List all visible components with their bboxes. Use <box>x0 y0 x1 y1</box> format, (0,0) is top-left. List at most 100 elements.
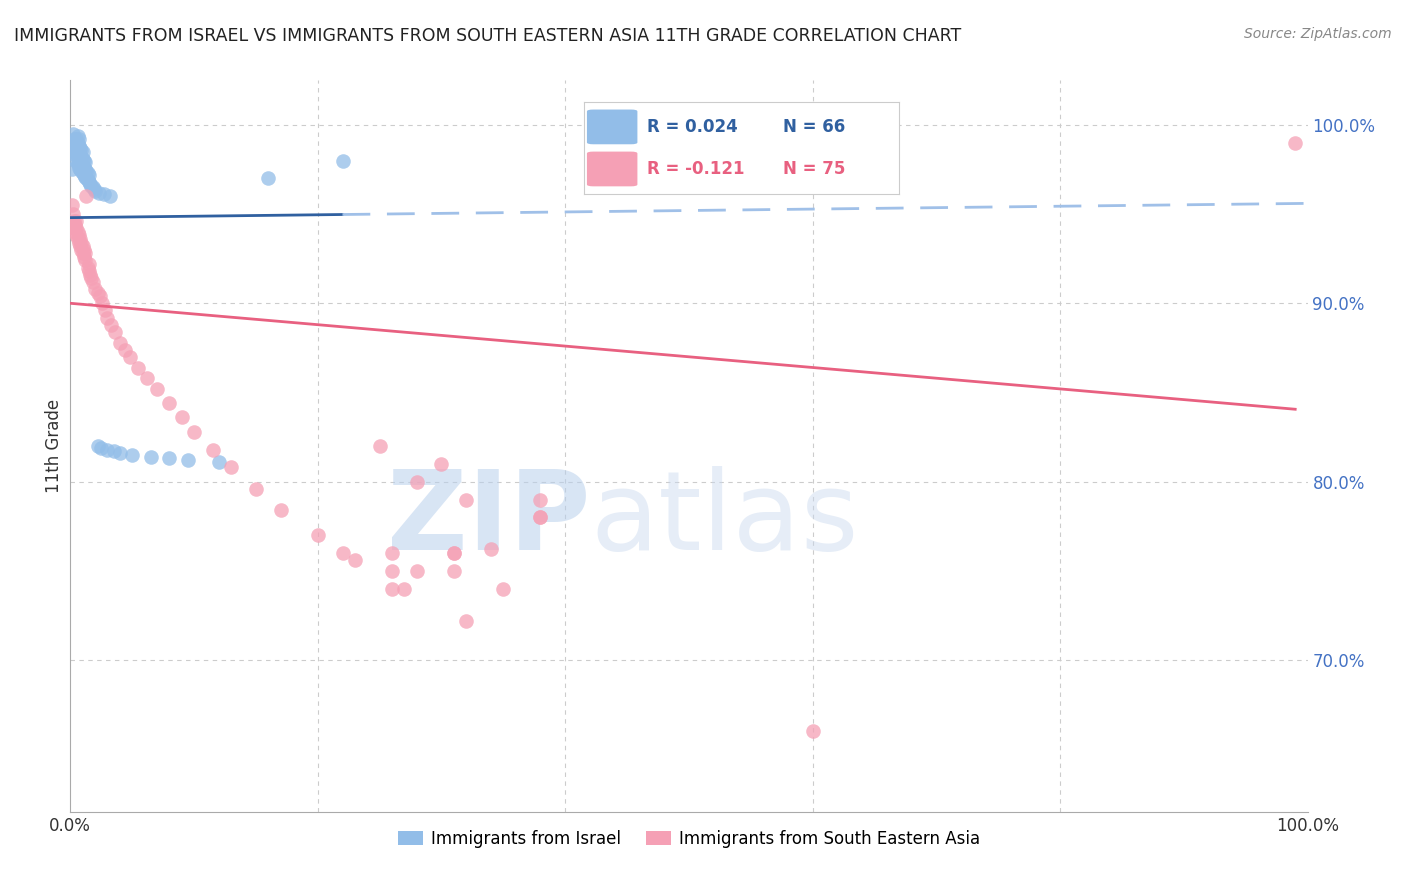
Point <box>67 235 90 250</box>
Point <box>70 164 93 178</box>
Point <box>66 157 89 171</box>
Point <box>69 148 91 162</box>
Point <box>65 146 87 161</box>
Point <box>343 553 366 567</box>
Point <box>93 187 115 202</box>
Point <box>67 161 90 175</box>
Point <box>80 271 103 285</box>
Point <box>381 582 404 596</box>
Point <box>77 175 100 189</box>
Point <box>430 457 453 471</box>
Point <box>170 410 193 425</box>
Point <box>219 460 242 475</box>
Point <box>405 475 427 489</box>
Point <box>65 132 87 146</box>
Point <box>136 371 159 385</box>
Point <box>82 275 104 289</box>
Point <box>84 184 107 198</box>
Point <box>79 268 101 282</box>
Point <box>66 136 89 150</box>
Point <box>146 382 169 396</box>
Point <box>65 148 87 162</box>
Point <box>108 446 131 460</box>
Point <box>75 164 97 178</box>
Point <box>183 425 205 439</box>
Point <box>73 250 96 264</box>
Point <box>82 180 104 194</box>
Point <box>529 492 551 507</box>
Point <box>62 207 84 221</box>
Point <box>65 228 87 243</box>
Point <box>72 246 94 260</box>
Point <box>94 303 117 318</box>
Point <box>70 150 93 164</box>
Point <box>332 546 354 560</box>
Text: atlas: atlas <box>591 466 859 573</box>
Point <box>157 396 180 410</box>
Point <box>65 214 87 228</box>
Point <box>72 159 94 173</box>
Point <box>245 482 267 496</box>
Point <box>67 153 90 168</box>
Point <box>72 152 94 166</box>
Point <box>84 282 107 296</box>
Point <box>65 141 87 155</box>
Text: Source: ZipAtlas.com: Source: ZipAtlas.com <box>1244 27 1392 41</box>
Point <box>801 724 824 739</box>
Point <box>76 166 98 180</box>
Point <box>201 442 224 457</box>
Point <box>65 139 87 153</box>
Point <box>177 453 200 467</box>
Point <box>368 439 391 453</box>
Point <box>270 503 292 517</box>
Point <box>75 162 97 177</box>
Point <box>127 360 149 375</box>
Point <box>492 582 515 596</box>
Point <box>77 264 100 278</box>
Point <box>70 235 93 250</box>
Point <box>77 257 100 271</box>
Point <box>69 141 91 155</box>
Point <box>66 225 89 239</box>
Point <box>90 441 112 455</box>
Point <box>104 325 127 339</box>
Point <box>67 146 90 161</box>
Point <box>73 161 96 175</box>
Point <box>75 169 97 184</box>
Point <box>69 155 91 169</box>
Point <box>62 216 84 230</box>
Point <box>63 139 86 153</box>
Point <box>87 186 110 200</box>
Point <box>307 528 329 542</box>
Point <box>65 225 87 239</box>
Point <box>257 171 280 186</box>
Point <box>67 132 90 146</box>
Point <box>529 510 551 524</box>
Point <box>72 145 94 159</box>
Point <box>69 232 91 246</box>
Point <box>443 564 465 578</box>
Point <box>70 143 93 157</box>
Point <box>479 542 502 557</box>
Point <box>77 168 100 182</box>
Point <box>66 128 89 143</box>
Point <box>63 132 86 146</box>
Text: ZIP: ZIP <box>387 466 591 573</box>
Point <box>529 510 551 524</box>
Point <box>456 492 478 507</box>
Point <box>69 162 91 177</box>
Point <box>66 150 89 164</box>
Point <box>65 218 87 232</box>
Point <box>63 214 86 228</box>
Point <box>60 162 83 177</box>
Point <box>73 153 96 168</box>
Point <box>63 145 86 159</box>
Point <box>394 582 416 596</box>
Point <box>69 239 91 253</box>
Point <box>118 350 141 364</box>
Point <box>1284 136 1306 150</box>
Point <box>67 228 90 243</box>
Point <box>60 198 83 212</box>
Point <box>73 243 96 257</box>
Point <box>139 450 162 464</box>
